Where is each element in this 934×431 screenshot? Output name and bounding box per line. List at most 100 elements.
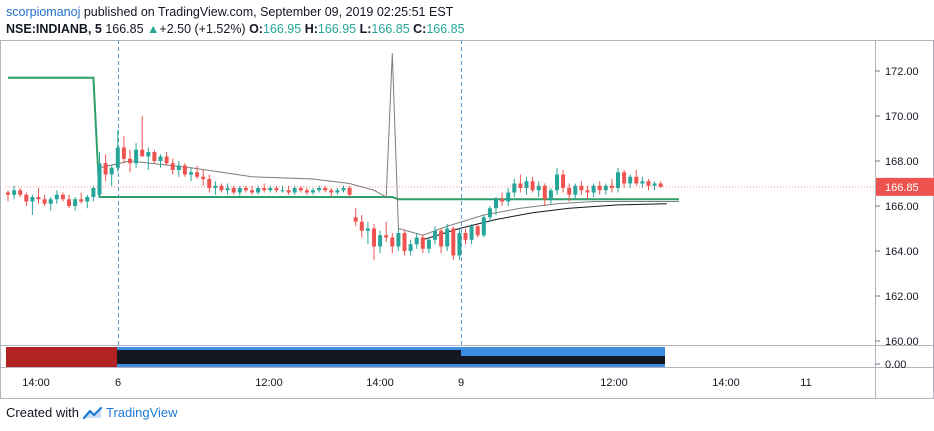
tradingview-brand-link[interactable]: TradingView: [105, 405, 178, 420]
chart-frame: [0, 40, 934, 399]
candle-body: [445, 228, 450, 247]
candle-body: [201, 176, 206, 179]
candle-body: [115, 147, 120, 168]
close-label: C:: [413, 22, 427, 36]
candle-body: [140, 149, 145, 157]
candle-body: [292, 188, 297, 193]
candle-body: [182, 165, 187, 175]
close-value: 166.85: [426, 22, 465, 36]
ohlc-legend: NSE:INDIANB, 5 166.85 ▲+2.50 (+1.52%) O:…: [6, 22, 465, 36]
candle-body: [530, 181, 535, 191]
candle-body: [79, 199, 84, 202]
candle-body: [18, 190, 23, 195]
candle-body: [317, 188, 322, 191]
candle-body: [390, 237, 395, 247]
candle-body: [500, 199, 505, 202]
candle-body: [286, 190, 291, 193]
candle-body: [457, 233, 462, 256]
candle-body: [469, 226, 474, 240]
candle-body: [616, 172, 620, 188]
candle-body: [103, 163, 108, 175]
open-value: 166.95: [262, 22, 302, 36]
publish-info: scorpiomanoj published on TradingView.co…: [6, 5, 453, 19]
candle-body: [152, 152, 157, 161]
candle-body: [237, 188, 242, 193]
candle-body: [262, 188, 267, 191]
candle-body: [433, 230, 437, 240]
candle-body: [414, 237, 419, 245]
time-tick-label: 14:00: [22, 377, 50, 389]
candle-body: [622, 172, 627, 184]
candle-body: [329, 190, 334, 193]
candle-body: [54, 194, 59, 200]
time-tick-label: 6: [115, 377, 121, 389]
candle-body: [225, 188, 230, 191]
candle-body: [158, 156, 163, 161]
candle-body: [378, 235, 383, 247]
candle-body: [359, 221, 364, 231]
candle-body: [512, 183, 517, 193]
candle-body: [518, 183, 523, 188]
time-tick-label: 14:00: [366, 377, 394, 389]
last-price-label: 166.85: [885, 182, 919, 194]
candle-body: [207, 179, 212, 188]
candle-body: [347, 188, 352, 195]
author-link[interactable]: scorpiomanoj: [6, 5, 81, 19]
price-tick-label: 162.00: [885, 291, 919, 303]
up-arrow-icon: ▲: [147, 22, 160, 36]
candle-body: [12, 190, 17, 195]
candle-body: [555, 174, 559, 191]
candle-body: [85, 197, 90, 202]
candle-body: [634, 176, 639, 184]
candle-body: [640, 181, 645, 184]
candle-body: [487, 208, 492, 218]
candle-body: [170, 163, 175, 170]
tradingview-logo-icon: [82, 406, 103, 419]
lower-bar-red: [6, 347, 117, 367]
low-label: L:: [359, 22, 372, 36]
candle-body: [341, 188, 346, 191]
candle-body: [73, 199, 78, 206]
candle-body: [463, 233, 468, 240]
candle-body: [213, 185, 218, 188]
candle-body: [372, 228, 376, 247]
candle-body: [506, 192, 511, 202]
candle-body: [121, 147, 126, 159]
candle-body: [481, 217, 486, 236]
candle-body: [48, 199, 53, 204]
change-value: +2.50 (+1.52%): [159, 22, 246, 36]
candle-body: [652, 183, 657, 186]
price-tick-label: 172.00: [885, 66, 919, 78]
candle-body: [408, 244, 413, 251]
vwap-line: [99, 52, 679, 236]
candle-body: [628, 176, 633, 184]
candle-body: [603, 185, 608, 191]
candle-body: [396, 233, 401, 247]
candle-body: [536, 185, 541, 191]
candle-body: [420, 237, 425, 249]
candle-body: [243, 188, 248, 191]
candle-body: [494, 199, 498, 209]
price-chart[interactable]: 172.00 170.00 168.00 166.00 164.00 162.00 160.…: [0, 40, 934, 400]
low-value: 166.85: [371, 22, 410, 36]
candle-body: [268, 188, 273, 191]
candle-body: [542, 185, 547, 200]
candle-body: [134, 149, 139, 164]
price-tick-label: 166.00: [885, 201, 919, 213]
high-label: H:: [304, 22, 318, 36]
candle-body: [274, 188, 279, 191]
candle-body: [30, 197, 35, 202]
candle-body: [548, 190, 553, 200]
candle-body: [256, 188, 261, 193]
last-price: 166.85: [105, 22, 144, 36]
candle-body: [298, 188, 303, 191]
symbol-label: NSE:INDIANB, 5: [6, 22, 102, 36]
candle-body: [219, 185, 224, 191]
candle-body: [384, 235, 389, 238]
lower-tick-label: 0.00: [885, 359, 906, 371]
candle-body: [585, 190, 590, 193]
time-tick-label: 11: [800, 377, 811, 389]
candle-body: [304, 190, 309, 193]
candle-body: [250, 190, 254, 193]
candle-body: [42, 199, 47, 204]
